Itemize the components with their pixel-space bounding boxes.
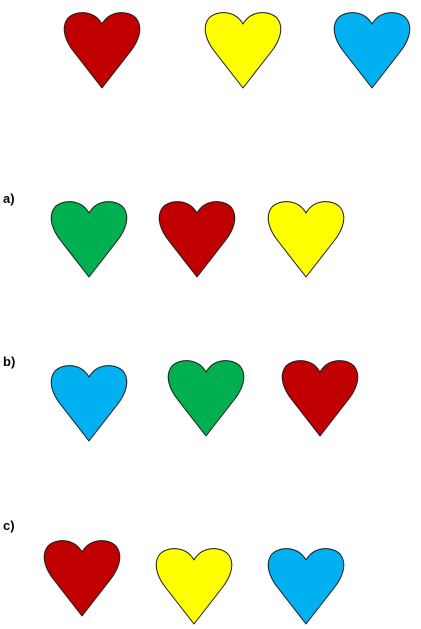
yellow-heart-icon [204, 12, 282, 89]
option-b-heart-3 [281, 360, 359, 437]
option-b-heart-1 [50, 365, 128, 442]
option-b-heart-2 [167, 360, 245, 437]
red-heart-icon [63, 12, 141, 89]
option-a-heart-1 [50, 201, 128, 278]
option-c-heart-2 [155, 548, 233, 625]
reference-heart-2 [204, 12, 282, 89]
option-c-label: c) [3, 518, 15, 533]
blue-heart-icon [50, 365, 128, 442]
reference-heart-3 [333, 12, 411, 89]
option-a-heart-3 [267, 201, 345, 278]
blue-heart-icon [267, 548, 345, 625]
option-a-heart-2 [158, 201, 236, 278]
yellow-heart-icon [267, 201, 345, 278]
blue-heart-icon [333, 12, 411, 89]
option-c-heart-1 [43, 540, 121, 617]
green-heart-icon [167, 360, 245, 437]
red-heart-icon [158, 201, 236, 278]
option-b-label: b) [3, 354, 16, 369]
option-c-heart-3 [267, 548, 345, 625]
red-heart-icon [43, 540, 121, 617]
yellow-heart-icon [155, 548, 233, 625]
red-heart-icon [281, 360, 359, 437]
option-a-label: a) [3, 191, 15, 206]
reference-heart-1 [63, 12, 141, 89]
green-heart-icon [50, 201, 128, 278]
hearts-layer [43, 12, 411, 625]
